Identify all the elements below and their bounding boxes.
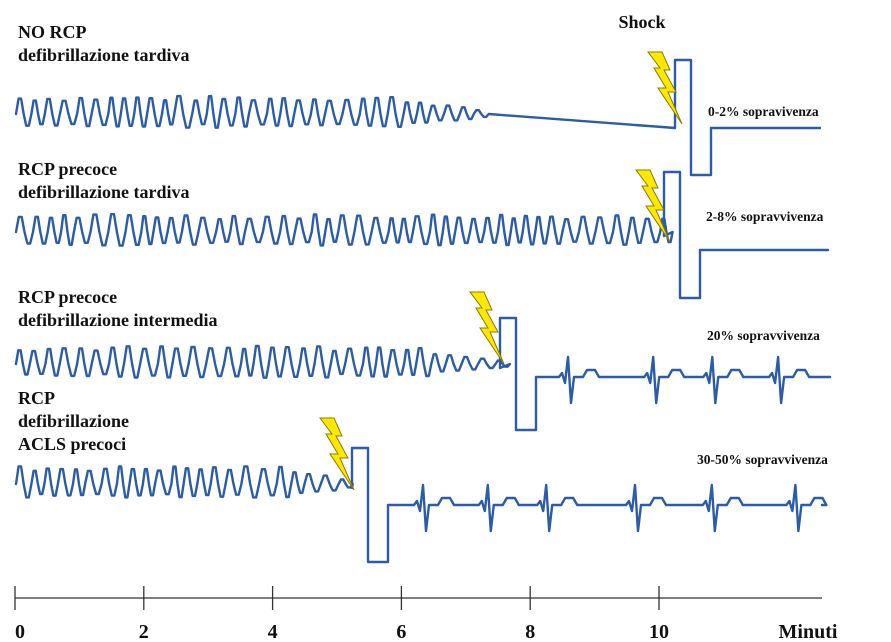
tick-label: 2 <box>139 621 149 642</box>
axis-unit: Minuti <box>779 621 838 642</box>
survival-label: 30-50% sopravvivenza <box>697 452 828 467</box>
survival-label: 2-8% sopravvivenza <box>706 209 824 224</box>
row-label: RCP precoce <box>18 159 117 179</box>
survival-label: 20% sopravvivenza <box>707 328 820 343</box>
row-label: defibrillazione tardiva <box>18 45 189 65</box>
row-label: defibrillazione <box>18 411 129 431</box>
tick-label: 4 <box>268 621 278 642</box>
ecg-trace <box>16 60 820 175</box>
row-label: RCP precoce <box>18 287 117 307</box>
row-label: NO RCP <box>18 22 87 42</box>
row-label: defibrillazione intermedia <box>18 310 217 330</box>
row-label: ACLS precoci <box>18 434 126 454</box>
tick-label: 10 <box>649 621 669 642</box>
row-label: RCP <box>18 388 55 408</box>
tick-label: 8 <box>525 621 535 642</box>
diagram: Shock NO RCP defibrillazione tardiva 0-2% … <box>0 0 891 642</box>
row-label: defibrillazione tardiva <box>18 182 189 202</box>
shock-label: Shock <box>618 12 665 32</box>
lightning-bolt <box>320 418 354 490</box>
survival-label: 0-2% sopravivenza <box>708 104 819 119</box>
tick-label: 6 <box>396 621 406 642</box>
lightning-bolt <box>648 52 682 124</box>
tick-label: 0 <box>15 621 25 642</box>
